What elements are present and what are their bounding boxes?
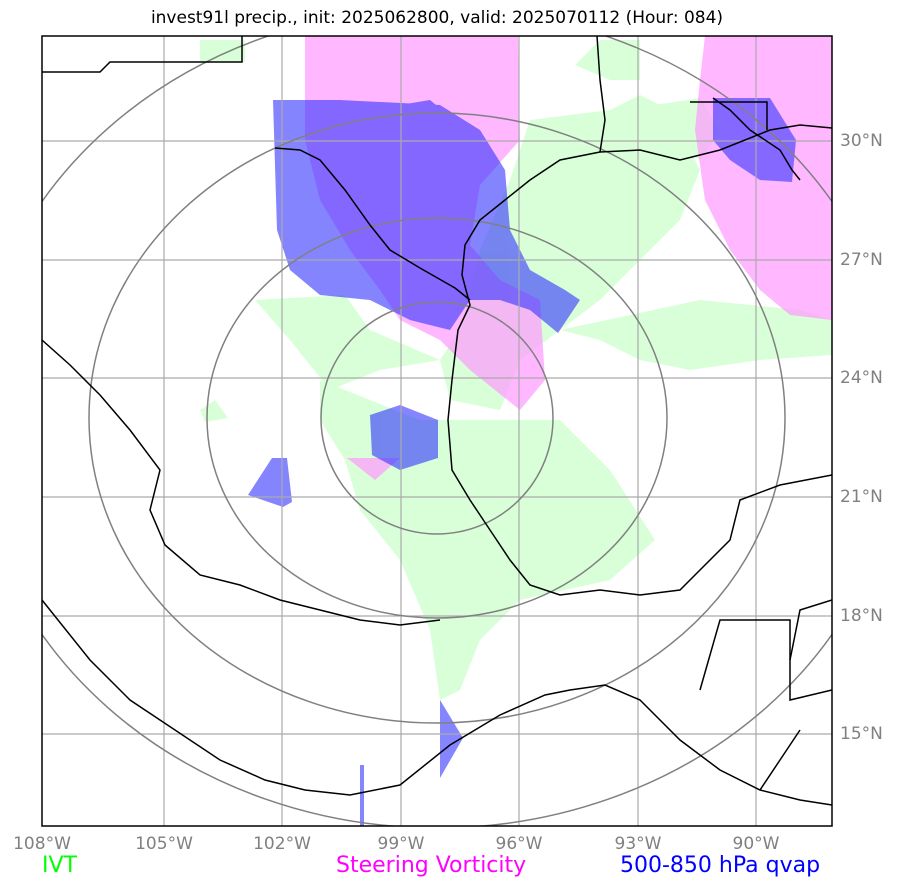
ivt-area-main [255, 95, 700, 410]
lon-label-105w: 105°W [135, 834, 193, 854]
map-title: invest91l precip., init: 2025062800, val… [150, 8, 724, 28]
legend-qvap: 500-850 hPa qvap [620, 853, 821, 878]
qvap-area-core [365, 100, 505, 300]
guatemala-border [699, 619, 801, 791]
lat-label-15n: 15°N [840, 724, 883, 744]
louisiana-coast [599, 124, 832, 161]
qvap-area-south [440, 700, 463, 778]
lat-label-27n: 27°N [840, 250, 883, 270]
lon-label-93w: 93°W [614, 834, 662, 854]
ivt-area-east [560, 300, 832, 370]
lon-label-102w: 102°W [253, 834, 311, 854]
mexico-south-coast [42, 599, 832, 806]
lon-label-96w: 96°W [495, 834, 543, 854]
mississippi-delta [712, 97, 801, 181]
qvap-area-thin [360, 765, 364, 826]
graticule [42, 36, 832, 826]
lat-label-30n: 30°N [840, 131, 883, 151]
texas-coast [451, 151, 601, 381]
lat-label-21n: 21°N [840, 487, 883, 507]
us-mexico-border [42, 36, 471, 301]
coastlines [42, 36, 832, 806]
legend-steering-vorticity: Steering Vorticity [336, 853, 527, 878]
lon-label-108w: 108°W [13, 834, 71, 854]
qvap-field [248, 98, 796, 826]
qvap-area-center [370, 405, 438, 470]
lat-label-18n: 18°N [840, 606, 883, 626]
ivt-area-north [575, 40, 640, 80]
lon-label-99w: 99°W [377, 834, 425, 854]
lat-label-24n: 24°N [840, 368, 883, 388]
vorticity-area-small [347, 458, 400, 480]
qvap-area-ne [713, 98, 796, 182]
mexico-west-coast [42, 339, 441, 626]
lon-label-90w: 90°W [732, 834, 780, 854]
arkansas-border [690, 101, 768, 130]
ivt-area-nw [200, 40, 245, 62]
legend-ivt: IVT [42, 853, 77, 878]
qvap-area-west [248, 458, 292, 507]
mexico-east-coast [447, 379, 832, 596]
mississippi-river [596, 36, 606, 153]
range-rings [42, 36, 832, 826]
map-frame [41, 35, 833, 827]
